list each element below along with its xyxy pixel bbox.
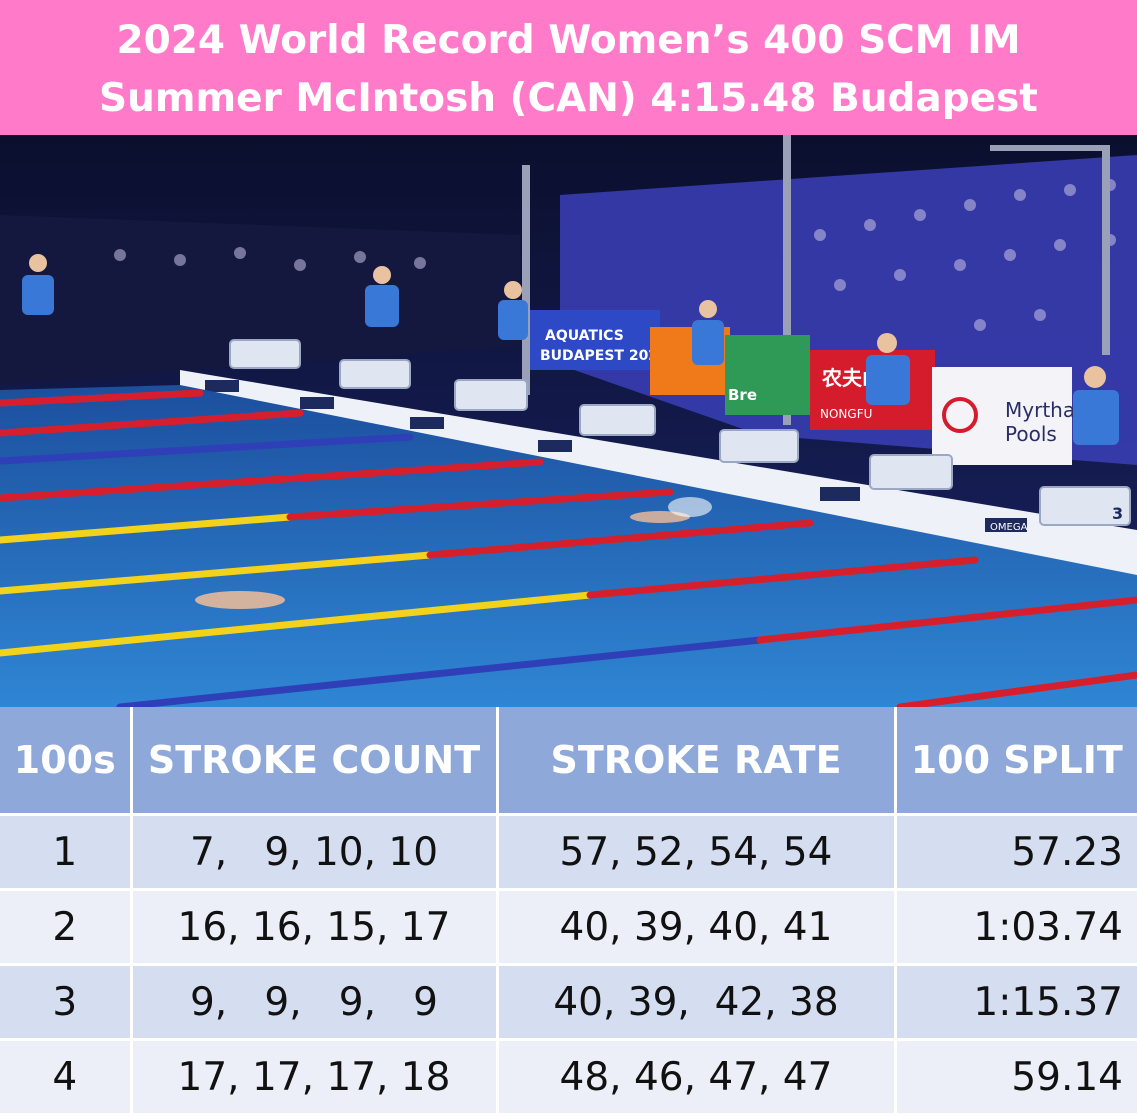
myrtha-board xyxy=(932,367,1072,465)
banner-title-line-2: Summer McIntosh (CAN) 4:15.48 Budapest xyxy=(99,76,1038,121)
table-row: 4 17, 17, 17, 18 48, 46, 47, 47 59.14 xyxy=(0,1039,1137,1116)
officials xyxy=(22,275,1119,445)
official-heads xyxy=(29,254,1106,388)
table-header-row: 100s STROKE COUNT STROKE RATE 100 SPLIT xyxy=(0,707,1137,816)
stroke-count-cell: 16, 16, 15, 17 xyxy=(131,889,499,966)
table-row: 2 16, 16, 15, 17 40, 39, 40, 41 1:03.74 xyxy=(0,889,1137,966)
lane-ropes xyxy=(0,389,1137,707)
header-100s: 100s xyxy=(0,707,133,816)
hundred-cell: 1 xyxy=(0,814,133,891)
myrtha-logo xyxy=(942,397,978,433)
omega-text: OMEGA xyxy=(990,522,1028,533)
aquatics-board xyxy=(530,310,660,370)
header-100-split: 100 SPLIT xyxy=(895,707,1137,816)
brand-short-text: Bre xyxy=(728,386,757,404)
split-cell: 59.14 xyxy=(895,1039,1137,1116)
pole xyxy=(783,135,791,425)
sponsor-latin: NONGFU xyxy=(820,407,872,421)
green-board xyxy=(725,335,810,415)
stroke-rate-cell: 48, 46, 47, 47 xyxy=(497,1039,897,1116)
stroke-rate-cell: 40, 39, 40, 41 xyxy=(497,889,897,966)
table-row: 1 7, 9, 10, 10 57, 52, 54, 54 57.23 xyxy=(0,814,1137,891)
split-cell: 57.23 xyxy=(895,814,1137,891)
swimmer-1 xyxy=(195,591,285,609)
omega-signs xyxy=(205,380,1027,532)
split-cell: 1:03.74 xyxy=(895,889,1137,966)
header-stroke-rate: STROKE RATE xyxy=(497,707,897,816)
split-cell: 1:15.37 xyxy=(895,964,1137,1041)
stroke-count-cell: 7, 9, 10, 10 xyxy=(131,814,499,891)
lane-number: 3 xyxy=(1112,504,1123,523)
stroke-count-cell: 17, 17, 17, 18 xyxy=(131,1039,499,1116)
hundred-cell: 4 xyxy=(0,1039,133,1116)
myrtha-text-1: Myrtha xyxy=(1005,398,1075,422)
hundred-cell: 2 xyxy=(0,889,133,966)
pole xyxy=(990,145,1110,151)
header-stroke-count: STROKE COUNT xyxy=(131,707,499,816)
stroke-data-table: 100s STROKE COUNT STROKE RATE 100 SPLIT … xyxy=(0,707,1137,1116)
aquatics-text-1: AQUATICS xyxy=(545,328,624,344)
splash xyxy=(668,497,712,517)
banner-title-line-1: 2024 World Record Women’s 400 SCM IM xyxy=(116,18,1021,63)
stroke-rate-cell: 40, 39, 42, 38 xyxy=(497,964,897,1041)
table-row: 3 9, 9, 9, 9 40, 39, 42, 38 1:15.37 xyxy=(0,964,1137,1041)
left-stands xyxy=(0,215,520,385)
aquatics-text-2: BUDAPEST 2024 xyxy=(540,348,668,364)
stroke-count-cell: 9, 9, 9, 9 xyxy=(131,964,499,1041)
title-banner: 2024 World Record Women’s 400 SCM IM Sum… xyxy=(0,0,1137,135)
stroke-rate-cell: 57, 52, 54, 54 xyxy=(497,814,897,891)
race-photo: AQUATICS BUDAPEST 2024 Bre 农夫山泉 NONGFU M… xyxy=(0,135,1137,707)
myrtha-text-2: Pools xyxy=(1005,422,1057,446)
hundred-cell: 3 xyxy=(0,964,133,1041)
pole xyxy=(1102,145,1110,355)
pole xyxy=(522,165,530,395)
starting-blocks xyxy=(229,339,1131,526)
